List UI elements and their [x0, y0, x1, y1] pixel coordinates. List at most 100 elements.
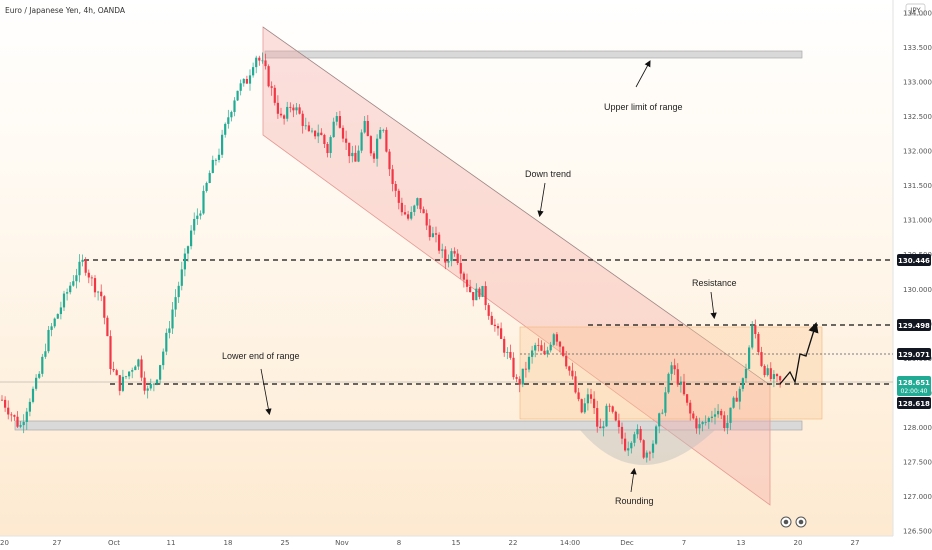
candle-body: [682, 381, 686, 395]
price-tag-129498-label: 129.498: [898, 322, 930, 330]
candle-body: [329, 137, 332, 154]
candle-body: [90, 277, 93, 279]
candle-body: [360, 132, 363, 151]
candle-body: [686, 394, 689, 403]
candle-body: [112, 368, 115, 371]
y-tick-label: 127.000: [903, 493, 932, 501]
candle-body: [757, 333, 760, 353]
candle-body: [323, 135, 326, 145]
candle-body: [335, 116, 338, 122]
candle-body: [146, 388, 149, 391]
candle-body: [354, 152, 357, 162]
candle-body: [193, 218, 196, 231]
candle-body: [428, 225, 431, 238]
candle-body: [385, 129, 388, 152]
candle-body: [391, 169, 394, 184]
candle-body: [617, 420, 620, 427]
candle-body: [459, 263, 462, 274]
candle-body: [577, 392, 580, 400]
candle-body: [710, 416, 713, 419]
candle-body: [422, 209, 425, 214]
candle-body: [620, 426, 624, 439]
candle-body: [543, 350, 546, 355]
candle-body: [744, 368, 748, 379]
upper-limit-arrow: [635, 60, 651, 88]
candle-body: [31, 388, 35, 402]
candle-body: [438, 234, 441, 251]
candle-body: [645, 452, 648, 458]
y-tick-label: 134.000: [903, 10, 932, 18]
candle-body: [186, 246, 190, 254]
candle-body: [534, 345, 537, 351]
candle-body: [599, 426, 602, 429]
candle-body: [258, 57, 261, 61]
candle-body: [174, 297, 177, 310]
time-axis[interactable]: [0, 536, 932, 550]
candle-body: [531, 350, 534, 357]
candle-body: [103, 296, 106, 318]
candle-body: [648, 452, 651, 454]
candle-body: [754, 325, 757, 334]
candle-body: [283, 115, 286, 119]
candle-body: [38, 373, 41, 378]
candle-body: [707, 418, 710, 422]
candle-body: [205, 182, 208, 191]
lower-range-bar: [14, 420, 803, 431]
currency-badge[interactable]: [905, 3, 926, 16]
candle-body: [500, 328, 503, 339]
lower-end-arrow: [260, 368, 272, 416]
candle-body: [295, 107, 298, 111]
candle-body: [16, 416, 19, 427]
candle-body: [726, 422, 729, 429]
candle-body: [642, 440, 645, 458]
candle-body: [465, 279, 469, 287]
candle-body: [301, 113, 304, 126]
candle-body: [441, 249, 444, 251]
x-tick-label: 25: [281, 539, 290, 547]
candle-body: [670, 365, 673, 374]
candle-body: [695, 418, 698, 429]
candle-body: [248, 75, 252, 84]
candle-body: [537, 345, 540, 346]
candle-body: [264, 60, 267, 67]
candle-body: [521, 368, 524, 385]
y-tick-label: 127.500: [903, 458, 932, 466]
x-tick-label: 15: [452, 539, 461, 547]
candle-body: [273, 87, 276, 103]
candle-body: [72, 281, 75, 286]
candle-body: [565, 355, 568, 367]
candle-body: [171, 309, 174, 329]
candle-body: [605, 405, 608, 427]
candle-body: [152, 383, 155, 385]
down-trend-arrow: [537, 182, 546, 218]
candle-body: [509, 351, 512, 358]
candle-body: [372, 153, 376, 159]
candle-body: [245, 78, 248, 84]
candle-body: [487, 305, 490, 316]
candle-body: [624, 438, 627, 451]
candle-body: [431, 233, 434, 238]
price-axis[interactable]: [893, 0, 932, 550]
candle-body: [202, 190, 205, 214]
candle-body: [481, 286, 484, 297]
candle-body: [720, 410, 723, 416]
candle-body: [766, 368, 769, 376]
candle-body: [717, 410, 720, 415]
candle-body: [211, 159, 214, 174]
candle-body: [407, 214, 410, 219]
candle-body: [239, 83, 242, 91]
candle-body: [512, 357, 515, 378]
candle-body: [552, 334, 555, 345]
candle-body: [679, 381, 682, 385]
y-tick-label: 126.500: [903, 528, 932, 536]
candle-body: [450, 251, 453, 262]
candle-body: [661, 412, 664, 414]
price-tag-128618: 128.618: [897, 397, 931, 409]
candle-body: [425, 213, 428, 226]
candle-body: [723, 415, 726, 429]
candle-body: [162, 351, 165, 366]
candle-body: [233, 100, 236, 112]
candle-body: [41, 356, 44, 374]
candle-body: [589, 394, 593, 399]
